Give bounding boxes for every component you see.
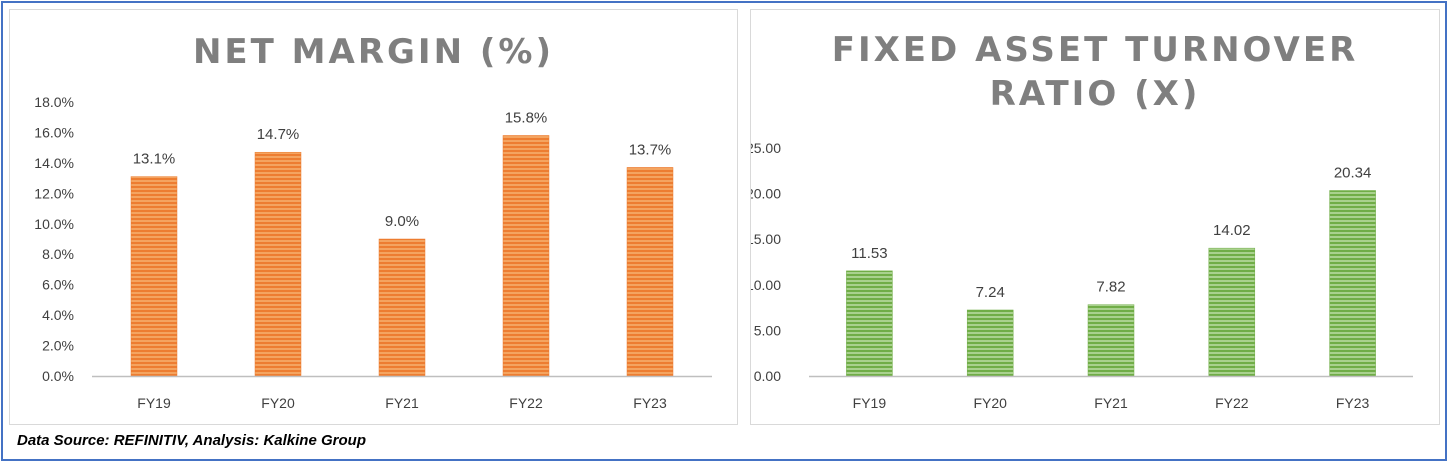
- x-tick-label: FY21: [1094, 395, 1128, 411]
- bar-fy20: [966, 309, 1014, 377]
- x-tick-label: FY22: [509, 395, 543, 411]
- y-tick-label: 10.00: [751, 277, 781, 293]
- data-label: 14.02: [1213, 222, 1251, 239]
- bar-fy21: [378, 238, 426, 377]
- y-tick-label: 25.00: [751, 140, 781, 156]
- data-label: 14.7%: [257, 126, 300, 143]
- x-tick-label: FY21: [385, 395, 419, 411]
- data-label: 20.34: [1334, 164, 1372, 181]
- data-label: 15.8%: [505, 109, 548, 126]
- y-tick-label: 4.0%: [42, 307, 74, 323]
- bar-fy23: [626, 167, 674, 377]
- y-tick-label: 8.0%: [42, 246, 74, 262]
- x-tick-label: FY19: [137, 395, 171, 411]
- data-label: 7.82: [1096, 279, 1125, 296]
- y-tick-label: 6.0%: [42, 277, 74, 293]
- y-tick-label: 15.00: [751, 231, 781, 247]
- bar-fy22: [1208, 247, 1256, 377]
- data-source-note: Data Source: REFINITIV, Analysis: Kalkin…: [17, 432, 366, 449]
- y-tick-label: 18.0%: [34, 94, 74, 110]
- y-tick-label: 20.00: [751, 186, 781, 202]
- chart-title: FIXED ASSET TURNOVER RATIO (X): [831, 30, 1359, 114]
- x-tick-label: FY23: [1336, 395, 1370, 411]
- y-tick-label: 14.0%: [34, 155, 74, 171]
- y-tick-label: 0.0%: [42, 368, 74, 384]
- y-tick-label: 12.0%: [34, 185, 74, 201]
- bar-fy22: [502, 135, 550, 377]
- net-margin-chart: NET MARGIN (%) 0.0% 2.0% 4.0% 6.0% 8.0% 10.0%…: [9, 9, 738, 425]
- data-label: 13.1%: [133, 151, 176, 168]
- fixed-asset-turnover-chart: FIXED ASSET TURNOVER RATIO (X) 0.00 5.00 1…: [750, 9, 1440, 425]
- bar-fy20: [254, 151, 302, 377]
- y-tick-label: 0.00: [754, 368, 781, 384]
- data-label: 7.24: [976, 284, 1005, 301]
- data-label: 9.0%: [385, 213, 419, 230]
- x-tick-label: FY23: [633, 395, 667, 411]
- y-tick-label: 10.0%: [34, 216, 74, 232]
- chart-title: NET MARGIN (%): [192, 32, 555, 72]
- y-tick-label: 2.0%: [42, 338, 74, 354]
- x-tick-label: FY22: [1215, 395, 1249, 411]
- bar-fy21: [1087, 304, 1135, 377]
- data-label: 13.7%: [629, 141, 672, 158]
- bar-fy19: [846, 270, 893, 377]
- net-margin-plot: 0.0% 2.0% 4.0% 6.0% 8.0% 10.0% 12.0% 14.0% 16.0%…: [34, 94, 712, 411]
- data-label: 11.53: [851, 245, 887, 262]
- bar-fy19: [130, 176, 178, 377]
- y-tick-label: 16.0%: [34, 124, 74, 140]
- y-tick-label: 5.00: [754, 322, 781, 338]
- x-tick-label: FY20: [261, 395, 295, 411]
- x-tick-label: FY19: [853, 395, 887, 411]
- bar-fy23: [1329, 190, 1376, 377]
- fixed-asset-turnover-plot: 0.00 5.00 10.00 15.00 20.00 25.00 11.53 FY19 7.2…: [751, 140, 1413, 411]
- x-tick-label: FY20: [973, 395, 1007, 411]
